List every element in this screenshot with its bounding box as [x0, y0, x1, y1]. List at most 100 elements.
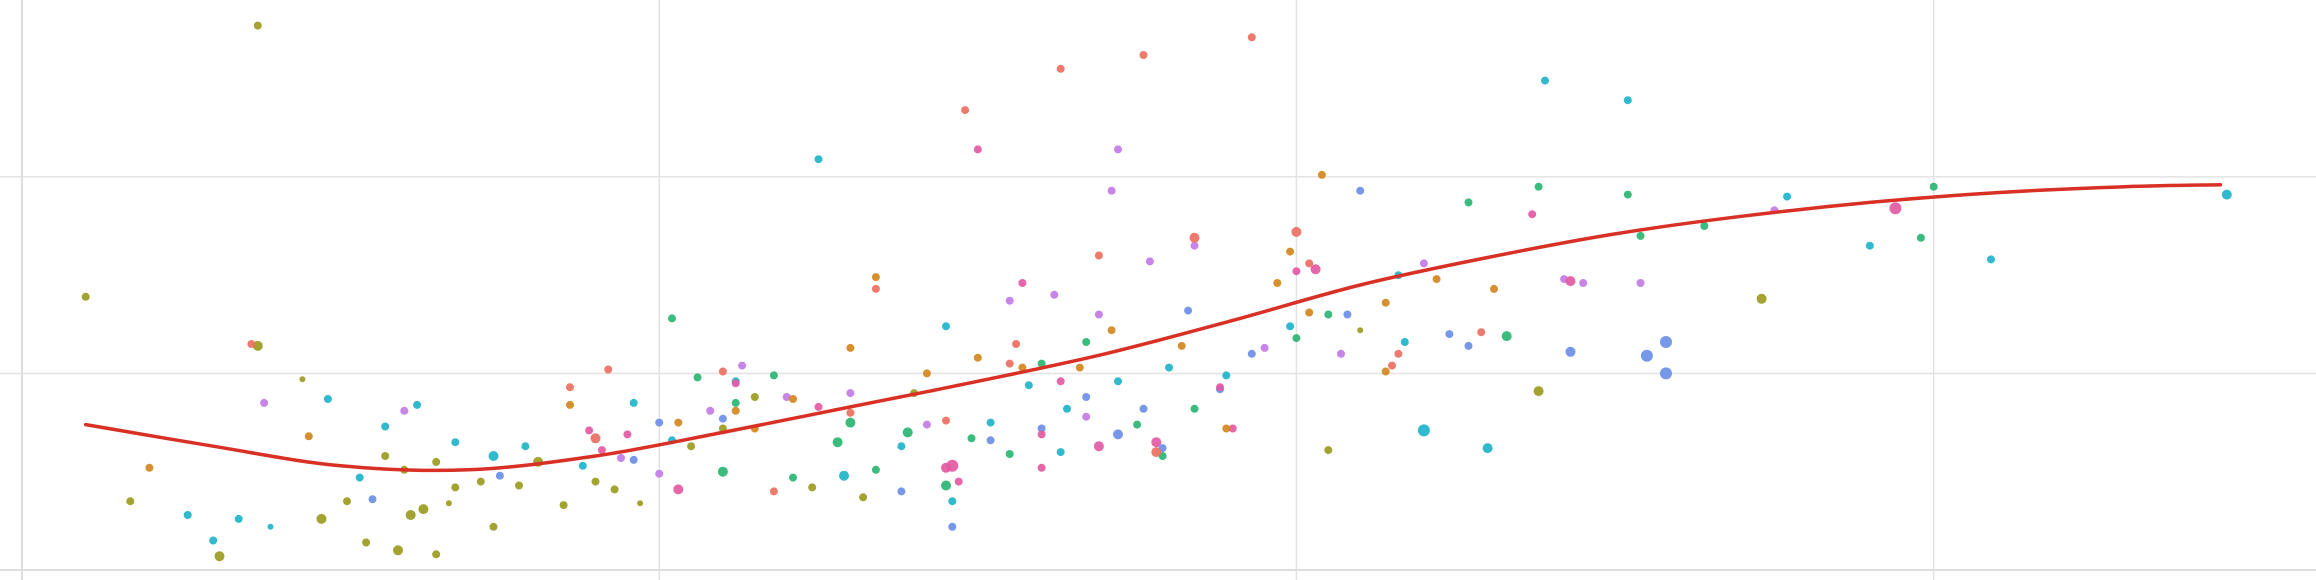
data-point	[1222, 424, 1231, 433]
data-point	[1343, 310, 1352, 319]
data-point	[1050, 290, 1059, 299]
data-point	[1037, 424, 1046, 433]
data-point	[1075, 363, 1084, 372]
data-point	[845, 417, 856, 428]
data-point	[1432, 275, 1441, 284]
data-point	[253, 21, 262, 30]
data-point	[247, 340, 256, 348]
data-point	[1139, 404, 1148, 413]
data-point	[1286, 322, 1295, 331]
data-point	[668, 314, 676, 323]
data-point	[814, 402, 823, 411]
data-point	[343, 497, 351, 506]
data-point	[1082, 412, 1091, 421]
data-point	[316, 513, 327, 524]
data-point	[234, 514, 243, 523]
data-point	[1024, 381, 1033, 390]
data-point	[1660, 336, 1672, 348]
data-point	[393, 545, 403, 556]
data-point	[1305, 308, 1314, 317]
data-point	[183, 511, 192, 519]
data-point	[1286, 247, 1295, 256]
data-point	[846, 389, 855, 398]
data-point	[400, 406, 409, 415]
data-point	[1464, 198, 1473, 207]
data-point	[655, 469, 664, 478]
data-point	[355, 473, 364, 482]
data-point	[941, 480, 951, 491]
data-point	[1291, 226, 1302, 237]
data-point	[418, 504, 429, 515]
data-point	[1037, 359, 1046, 368]
data-point	[1037, 430, 1046, 439]
data-point	[655, 418, 664, 427]
data-point	[789, 395, 797, 403]
data-point	[1151, 437, 1162, 448]
data-point	[1216, 383, 1224, 392]
data-point	[81, 292, 90, 301]
data-point	[451, 483, 460, 492]
data-point	[413, 400, 422, 409]
data-point	[1247, 33, 1256, 42]
data-point	[832, 437, 843, 448]
data-point	[1541, 76, 1549, 85]
data-point	[973, 353, 982, 362]
data-point	[323, 395, 332, 403]
data-point	[1228, 424, 1237, 433]
data-point	[738, 361, 747, 370]
data-point	[808, 483, 817, 492]
data-point	[1012, 340, 1021, 348]
data-point	[1324, 310, 1333, 319]
data-point	[1005, 296, 1014, 305]
data-point	[629, 455, 638, 464]
data-point	[566, 400, 574, 409]
data-point	[1177, 341, 1186, 350]
data-point	[1445, 330, 1454, 339]
data-point	[1533, 386, 1544, 397]
data-point	[1114, 377, 1122, 386]
data-point	[986, 436, 995, 445]
data-point	[1660, 367, 1672, 380]
data-point	[1929, 182, 1938, 191]
data-point	[1063, 404, 1071, 413]
trend-line-group	[83, 183, 2223, 473]
data-point	[961, 106, 970, 115]
data-point	[521, 442, 530, 451]
data-point	[381, 422, 390, 431]
data-point	[1273, 279, 1282, 287]
data-point	[214, 551, 225, 562]
data-point	[1082, 393, 1091, 401]
data-point	[1107, 326, 1116, 335]
data-point	[897, 487, 906, 496]
data-point	[1184, 306, 1193, 315]
data-point	[1565, 276, 1576, 287]
data-point	[1636, 279, 1645, 287]
data-point	[1889, 202, 1902, 215]
data-point	[948, 522, 957, 531]
data-point	[432, 550, 441, 559]
data-point	[145, 463, 154, 472]
data-point	[1394, 349, 1403, 358]
data-point	[1222, 371, 1231, 380]
data-point	[1093, 441, 1104, 452]
data-point	[1247, 349, 1256, 358]
data-point	[731, 406, 740, 415]
data-point	[1018, 363, 1027, 372]
data-point	[495, 471, 504, 480]
data-point	[1501, 331, 1512, 342]
data-point	[871, 273, 880, 282]
data-point	[1417, 424, 1430, 437]
data-point	[693, 373, 702, 382]
data-point	[1477, 328, 1486, 337]
data-point	[515, 481, 523, 490]
data-point	[432, 457, 441, 466]
data-point	[871, 465, 880, 474]
data-point	[362, 538, 371, 547]
data-point	[986, 418, 995, 427]
data-point	[1636, 231, 1645, 240]
data-point	[1700, 222, 1709, 230]
data-point	[846, 408, 855, 417]
data-point	[897, 442, 906, 451]
data-point	[1189, 232, 1200, 243]
